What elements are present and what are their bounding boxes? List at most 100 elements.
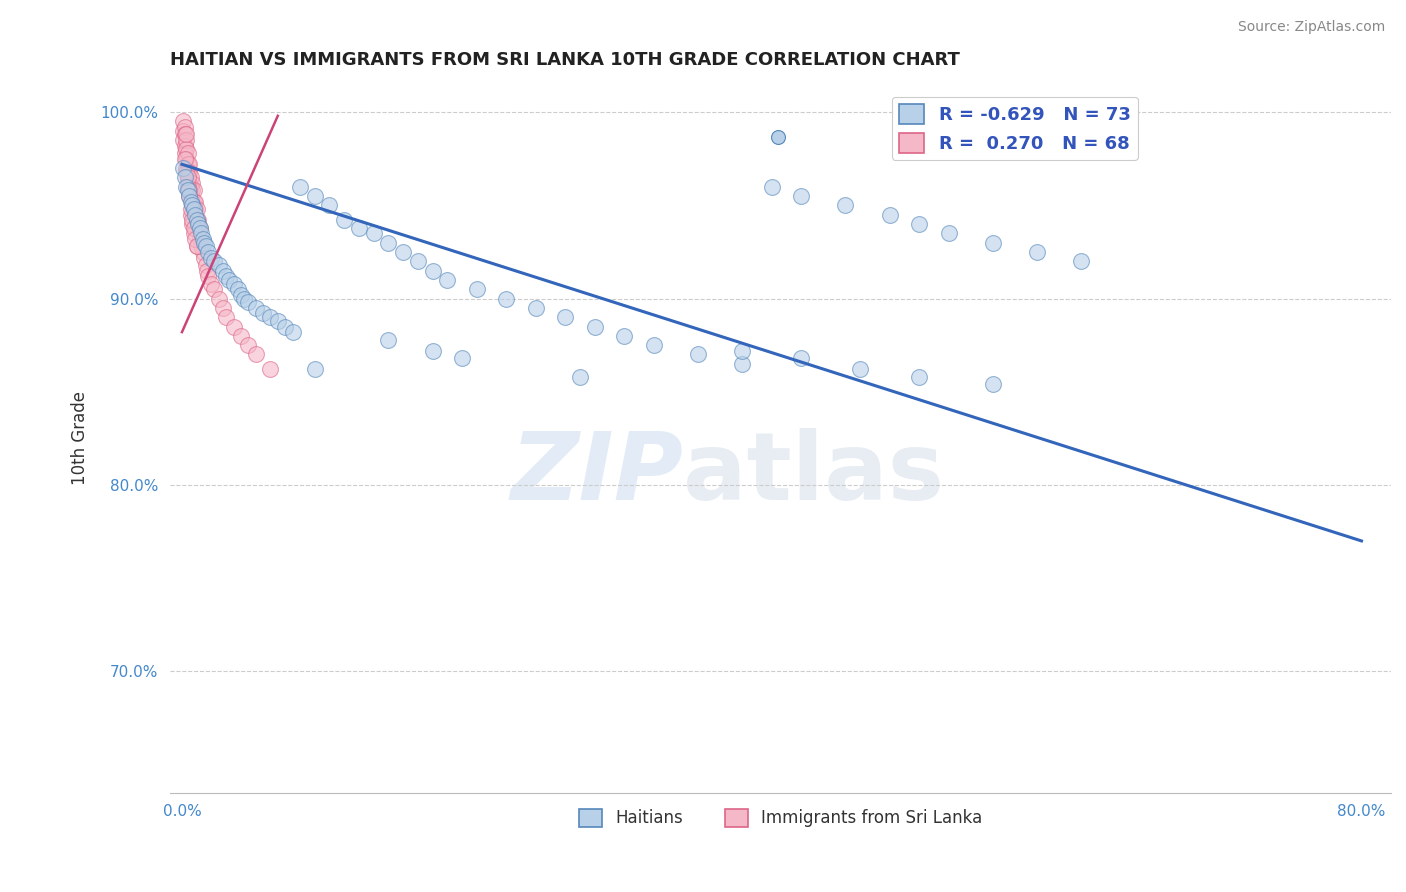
Point: [176, 142, 198, 156]
Text: Source: ZipAtlas.com: Source: ZipAtlas.com: [1237, 20, 1385, 34]
Point: [187, 220, 209, 235]
Point: [191, 244, 214, 259]
Point: [184, 202, 207, 216]
Point: [215, 310, 238, 325]
Point: [288, 179, 311, 194]
Point: [226, 282, 249, 296]
Point: [768, 130, 790, 145]
Point: [176, 179, 198, 194]
Point: [304, 362, 326, 376]
Point: [176, 165, 198, 179]
Point: [451, 351, 474, 366]
Point: [186, 202, 208, 216]
Point: [177, 146, 200, 161]
Point: [363, 227, 385, 241]
Point: [274, 319, 297, 334]
Point: [222, 319, 245, 334]
Point: [238, 295, 260, 310]
Point: [176, 152, 198, 166]
Point: [643, 338, 665, 352]
Point: [183, 194, 205, 209]
Point: [281, 325, 304, 339]
Point: [177, 157, 200, 171]
Point: [186, 239, 208, 253]
Point: [422, 343, 444, 358]
Point: [981, 235, 1004, 250]
Point: [200, 251, 222, 265]
Point: [177, 165, 200, 179]
Point: [186, 213, 208, 227]
Point: [176, 133, 198, 147]
Point: [908, 369, 931, 384]
Point: [186, 239, 208, 253]
Point: [406, 254, 429, 268]
Point: [1070, 254, 1092, 268]
Point: [190, 239, 212, 253]
Point: [183, 220, 205, 235]
Text: ZIP: ZIP: [510, 428, 683, 520]
Point: [180, 179, 202, 194]
Point: [229, 329, 252, 343]
Point: [186, 213, 208, 227]
Point: [613, 329, 636, 343]
Point: [181, 176, 204, 190]
Point: [208, 292, 231, 306]
Point: [172, 161, 194, 175]
Point: [1026, 244, 1049, 259]
Point: [187, 213, 209, 227]
Point: [333, 213, 356, 227]
Point: [232, 292, 254, 306]
Point: [187, 217, 209, 231]
Point: [392, 244, 415, 259]
Point: [172, 114, 194, 128]
Point: [583, 319, 606, 334]
Point: [849, 362, 872, 376]
Point: [202, 254, 225, 268]
Point: [181, 217, 204, 231]
Point: [188, 220, 211, 235]
Point: [177, 170, 200, 185]
Point: [179, 165, 201, 179]
Point: [179, 157, 201, 171]
Point: [495, 292, 517, 306]
Point: [188, 232, 211, 246]
Point: [179, 189, 201, 203]
Point: [377, 333, 399, 347]
Point: [212, 301, 235, 315]
Point: [465, 282, 488, 296]
Point: [238, 338, 260, 352]
Point: [180, 194, 202, 209]
Point: [174, 138, 197, 153]
Point: [193, 235, 215, 250]
Point: [191, 232, 214, 246]
Point: [554, 310, 576, 325]
Point: [194, 258, 217, 272]
Point: [938, 227, 960, 241]
Point: [267, 314, 290, 328]
Point: [304, 189, 326, 203]
Point: [174, 120, 197, 134]
Point: [197, 269, 219, 284]
Point: [422, 263, 444, 277]
Point: [183, 183, 205, 197]
Point: [176, 161, 198, 175]
Point: [179, 176, 201, 190]
Point: [180, 189, 202, 203]
Point: [245, 347, 267, 361]
Point: [222, 277, 245, 291]
Point: [180, 170, 202, 185]
Point: [183, 202, 205, 216]
Point: [179, 189, 201, 203]
Point: [790, 351, 813, 366]
Point: [176, 128, 198, 142]
Point: [731, 357, 754, 371]
Y-axis label: 10th Grade: 10th Grade: [72, 392, 89, 485]
Point: [177, 172, 200, 186]
Point: [686, 347, 709, 361]
Point: [174, 152, 197, 166]
Point: [377, 235, 399, 250]
Point: [183, 227, 205, 241]
Point: [347, 220, 370, 235]
Point: [208, 258, 231, 272]
Point: [834, 198, 856, 212]
